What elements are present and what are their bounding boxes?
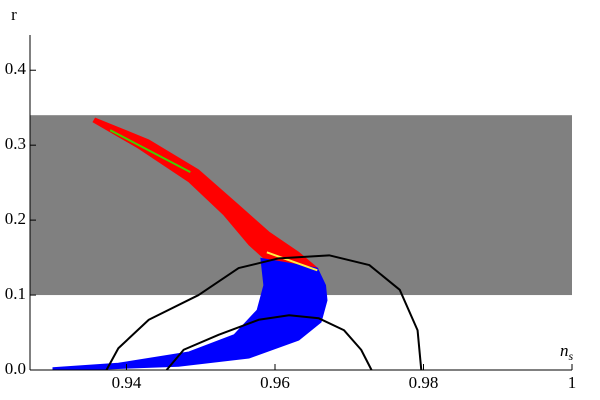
y-axis-label: r xyxy=(11,5,17,24)
y-tick-label: 0.2 xyxy=(5,209,26,228)
x-axis-label-subscript: s xyxy=(569,349,574,363)
x-tick-label: 0.98 xyxy=(409,373,439,392)
x-tick-label: 0.94 xyxy=(112,373,142,392)
y-tick-label: 0.4 xyxy=(5,59,27,78)
y-tick-label: 0.0 xyxy=(5,359,26,378)
curve xyxy=(109,129,191,174)
x-tick-label: 1 xyxy=(568,373,577,392)
y-tick-label: 0.1 xyxy=(5,284,26,303)
curve xyxy=(105,254,423,371)
x-axis-label-main: n xyxy=(560,341,569,360)
x-axis-label: ns xyxy=(560,341,574,363)
curve xyxy=(165,314,373,371)
y-tick-label: 0.3 xyxy=(5,134,26,153)
x-tick-label: 0.96 xyxy=(260,373,290,392)
curve xyxy=(266,251,318,272)
